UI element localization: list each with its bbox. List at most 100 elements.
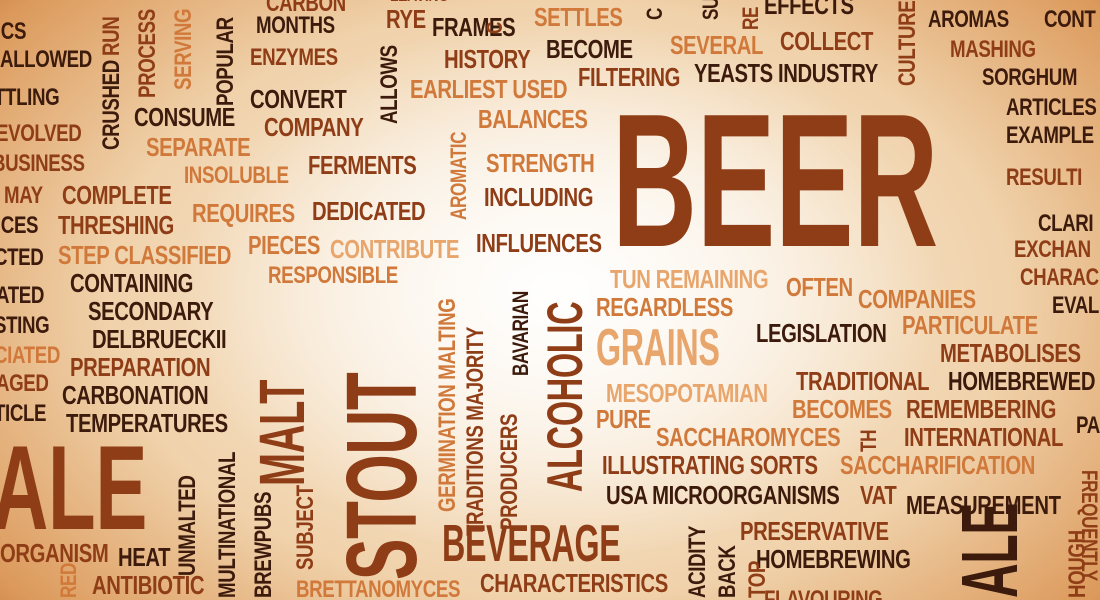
word-companies: COMPANIES — [858, 284, 976, 314]
word-red: RED — [56, 562, 81, 598]
word-influences: INFLUENCES — [476, 228, 602, 258]
word-preservative: PRESERVATIVE — [740, 516, 889, 546]
word-remembering: REMEMBERING — [906, 394, 1057, 424]
word-requires: REQUIRES — [192, 198, 295, 228]
word-sting: STING — [0, 312, 50, 339]
word-ferments: FERMENTS — [308, 150, 417, 180]
word-aromatic: AROMATIC — [446, 131, 471, 220]
word-complete: COMPLETE — [62, 180, 172, 210]
word-ticle: TICLE — [0, 400, 47, 427]
word-several: SEVERAL — [670, 30, 764, 60]
word-heat: HEAT — [118, 542, 171, 572]
word-grains: GRAINS — [596, 319, 720, 377]
word-pa: PA — [1076, 412, 1100, 439]
word-history: HISTORY — [444, 44, 531, 74]
word-frames: FRAMES — [432, 12, 516, 42]
word-usa-microorganisms: USA MICROORGANISMS — [606, 480, 840, 510]
word-separate: SEPARATE — [146, 132, 251, 162]
word-ale: ALE — [0, 421, 148, 555]
word-legislation: LEGISLATION — [756, 318, 887, 348]
word-business: BUSINESS — [0, 150, 85, 177]
word-stout: STOUT — [326, 372, 438, 580]
word-rye: RYE — [386, 4, 426, 34]
word-popular: POPULAR — [212, 17, 239, 107]
word-process: PROCESS — [134, 9, 161, 98]
word-homebrewed: HOMEBREWED — [948, 366, 1096, 396]
word-malt: MALT — [246, 379, 318, 486]
word-step-classified: STEP CLASSIFIED — [58, 240, 231, 270]
word-charac: CHARAC — [1020, 264, 1099, 291]
word-carbonation: CARBONATION — [62, 380, 209, 410]
word-clari: CLARI — [1038, 210, 1094, 237]
word-ttling: TTLING — [0, 84, 60, 111]
word-c: C — [642, 7, 667, 20]
word-crushed: CRUSHED — [98, 60, 125, 150]
word-producers: PRODUCERS — [496, 413, 523, 530]
word-acidity: ACIDITY — [684, 525, 711, 598]
word-homebrewing: HOMEBREWING — [756, 544, 911, 574]
word-germination-malting: GERMINATION MALTING — [434, 298, 461, 512]
word-su: SU — [698, 0, 723, 21]
word-alcoholic: ALCOHOLIC — [537, 301, 593, 492]
word-international: INTERNATIONAL — [904, 422, 1064, 452]
word-beverage: BEVERAGE — [442, 515, 621, 573]
word-allows: ALLOWS — [376, 45, 403, 124]
word-ices: ICES — [0, 212, 39, 239]
word-yeasts-industry: YEASTS INDUSTRY — [694, 58, 878, 88]
word-aromas: AROMAS — [928, 6, 1009, 33]
word-enzymes: ENZYMES — [250, 44, 338, 71]
word-run: RUN — [98, 16, 125, 56]
word-regardless: REGARDLESS — [596, 292, 733, 322]
word-articles: ARTICLES — [1006, 94, 1097, 121]
word-company: COMPANY — [264, 112, 364, 142]
word-exchan: EXCHAN — [1014, 236, 1091, 263]
word-organism: ORGANISM — [0, 538, 109, 568]
word-consume: CONSUME — [134, 102, 235, 132]
word-beer: BEER — [612, 75, 939, 287]
word-collect: COLLECT — [780, 26, 874, 56]
word-including: INCLUDING — [484, 182, 594, 212]
word-brewpubs: BREWPUBS — [250, 491, 277, 598]
word-preparation: PREPARATION — [70, 352, 211, 382]
word-ciated: CIATED — [0, 342, 60, 369]
word-allowed: ALLOWED — [0, 46, 92, 73]
word-aged: AGED — [0, 370, 49, 397]
word-th: TH — [856, 429, 881, 452]
word-months: MONTHS — [256, 12, 335, 39]
word-becomes: BECOMES — [792, 394, 892, 424]
word-saccharomyces: SACCHAROMYCES — [656, 422, 841, 452]
word-carbon: CARBON — [266, 0, 346, 17]
word-may: MAY — [4, 182, 43, 209]
word-unmalted: UNMALTED — [174, 475, 201, 576]
word-multinational: MULTINATIONAL — [214, 451, 241, 598]
word-tun-remaining: TUN REMAINING — [610, 264, 769, 294]
word-c: C — [482, 21, 507, 34]
word-often: OFTEN — [786, 272, 853, 302]
word-sorghum: SORGHUM — [982, 64, 1078, 91]
word-earliest-used: EARLIEST USED — [410, 74, 568, 104]
word-metabolises: METABOLISES — [940, 338, 1081, 368]
word-serving: SERVING — [170, 8, 197, 91]
word-re: RE — [738, 6, 763, 31]
word-top: TOP — [744, 561, 771, 598]
word-frequently: FREQUENTLY — [1077, 470, 1100, 581]
word-strength: STRENGTH — [486, 148, 595, 178]
word-characteristics: CHARACTERISTICS — [480, 568, 668, 598]
word-traditions-majority: TRADITIONS MAJORITY — [462, 327, 489, 536]
word-effects: EFFECTS — [764, 0, 854, 20]
word-pure: PURE — [596, 404, 651, 434]
word-flavouring: FLAVOURING — [764, 586, 883, 600]
word-cont: CONT — [1044, 6, 1096, 33]
word-leaving: LEAVING — [390, 0, 449, 4]
word-responsible: RESPONSIBLE — [268, 262, 398, 289]
word-back: BACK — [714, 545, 741, 598]
word-mesopotamian: MESOPOTAMIAN — [606, 378, 768, 408]
word-example: EXAMPLE — [1006, 122, 1094, 149]
word-resulti: RESULTI — [1006, 164, 1082, 191]
word-settles: SETTLES — [534, 2, 623, 32]
word-contribute: CONTRIBUTE — [330, 234, 460, 264]
word-traditional: TRADITIONAL — [796, 366, 930, 396]
word-measurement: MEASUREMENT — [906, 490, 1061, 520]
word-culture: CULTURE — [894, 0, 921, 87]
